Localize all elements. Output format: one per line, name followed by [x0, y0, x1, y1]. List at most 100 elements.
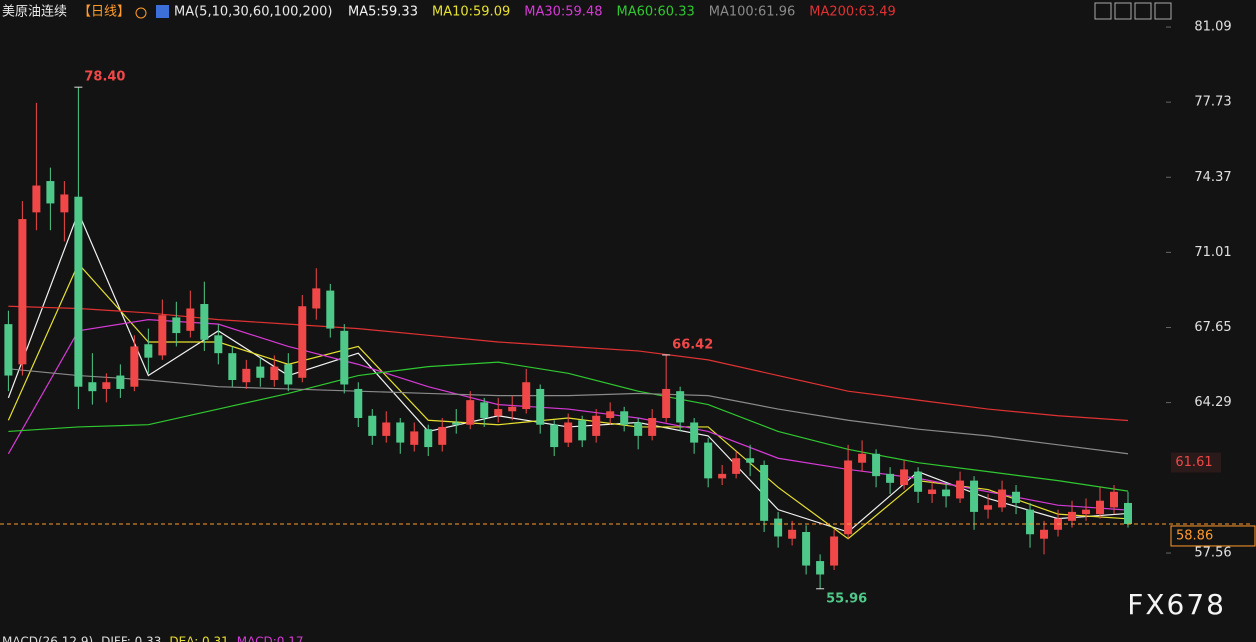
candle — [410, 422, 419, 452]
footer-text: MACD(26,12,9) — [2, 635, 93, 642]
candle-body — [620, 411, 629, 425]
candle-body — [88, 382, 97, 392]
candle-body — [648, 418, 657, 436]
candle-body — [872, 453, 881, 477]
candle-body — [956, 480, 965, 499]
y-tick-label: 81.09 — [1194, 20, 1231, 35]
candle-body — [718, 473, 727, 479]
ma-icon[interactable] — [156, 5, 169, 18]
candle — [1096, 487, 1105, 519]
candle-body — [410, 431, 419, 445]
candle-body — [116, 375, 125, 389]
candle — [354, 382, 363, 427]
candle — [438, 418, 447, 452]
candle — [816, 554, 825, 589]
candle — [424, 424, 433, 457]
candle — [998, 480, 1007, 512]
candle-body — [480, 402, 489, 419]
candle-body — [396, 422, 405, 443]
candle-body — [760, 464, 769, 521]
candle-body — [942, 489, 951, 497]
candle — [886, 467, 895, 495]
candle-body — [242, 368, 251, 383]
candle-body — [900, 469, 909, 486]
add-icon[interactable] — [135, 7, 147, 19]
candle — [228, 346, 237, 387]
candle — [452, 409, 461, 434]
candle — [88, 353, 97, 405]
candle — [382, 411, 391, 443]
candle — [858, 440, 867, 472]
candle — [256, 357, 265, 387]
candle-body — [508, 406, 517, 412]
candle-body — [1096, 500, 1105, 515]
tool-button[interactable] — [1094, 2, 1112, 20]
candle-body — [46, 181, 55, 204]
candle — [914, 467, 923, 503]
ma-title: MA(5,10,30,60,100,200) — [174, 5, 332, 20]
candle — [746, 444, 755, 477]
y-tick-label: 64.29 — [1194, 395, 1231, 410]
candle — [284, 353, 293, 392]
candle — [340, 324, 349, 394]
candle-body — [1110, 491, 1119, 508]
candle-body — [690, 422, 699, 443]
candle — [718, 464, 727, 486]
candle — [984, 494, 993, 519]
tool-button[interactable] — [1134, 2, 1152, 20]
footer-text: DEA: 0.31 — [169, 635, 228, 642]
candle-body — [578, 420, 587, 441]
candle-body — [256, 366, 265, 378]
period[interactable]: 【日线】 — [78, 5, 130, 20]
candle — [466, 391, 475, 430]
candle-body — [452, 422, 461, 425]
candle-body — [592, 415, 601, 436]
candle — [676, 386, 685, 432]
candle-body — [354, 388, 363, 419]
candle-body — [438, 426, 447, 445]
candle-body — [802, 532, 811, 566]
candle — [1026, 502, 1035, 548]
candle — [1082, 498, 1091, 521]
candle — [956, 471, 965, 503]
candle-body — [1082, 509, 1091, 515]
footer-text: MACD:0.17 — [237, 635, 304, 642]
candle — [592, 409, 601, 443]
candle-body — [844, 460, 853, 535]
candle-body — [998, 489, 1007, 508]
candle — [564, 413, 573, 448]
candle-body — [550, 424, 559, 448]
candle — [1110, 485, 1119, 515]
candle — [1124, 491, 1133, 528]
tool-button[interactable] — [1154, 2, 1172, 20]
candle-body — [298, 306, 307, 378]
candle — [4, 310, 13, 392]
candle-body — [270, 366, 279, 381]
candle-body — [284, 364, 293, 385]
tool-button[interactable] — [1114, 2, 1132, 20]
candle — [116, 364, 125, 398]
candle-body — [186, 308, 195, 331]
candle — [620, 406, 629, 432]
candle-body — [564, 422, 573, 443]
candle-body — [32, 185, 41, 213]
candle-body — [536, 388, 545, 425]
candle — [536, 384, 545, 434]
ma-line — [8, 305, 1129, 422]
candle — [270, 355, 279, 387]
candle — [326, 283, 335, 338]
candle — [1040, 520, 1049, 555]
candle — [648, 409, 657, 441]
candle — [186, 290, 195, 338]
annotation-label: 66.42 — [672, 337, 713, 352]
candle — [172, 301, 181, 347]
candle — [774, 511, 783, 548]
candle-body — [676, 391, 685, 423]
y-tick-label: 67.65 — [1194, 320, 1231, 335]
candle — [298, 295, 307, 383]
candle-body — [158, 315, 167, 356]
candle-body — [858, 453, 867, 463]
candle-body — [144, 344, 153, 358]
candle-body — [774, 518, 783, 537]
legend-entry: MA30:59.48 — [524, 5, 602, 20]
